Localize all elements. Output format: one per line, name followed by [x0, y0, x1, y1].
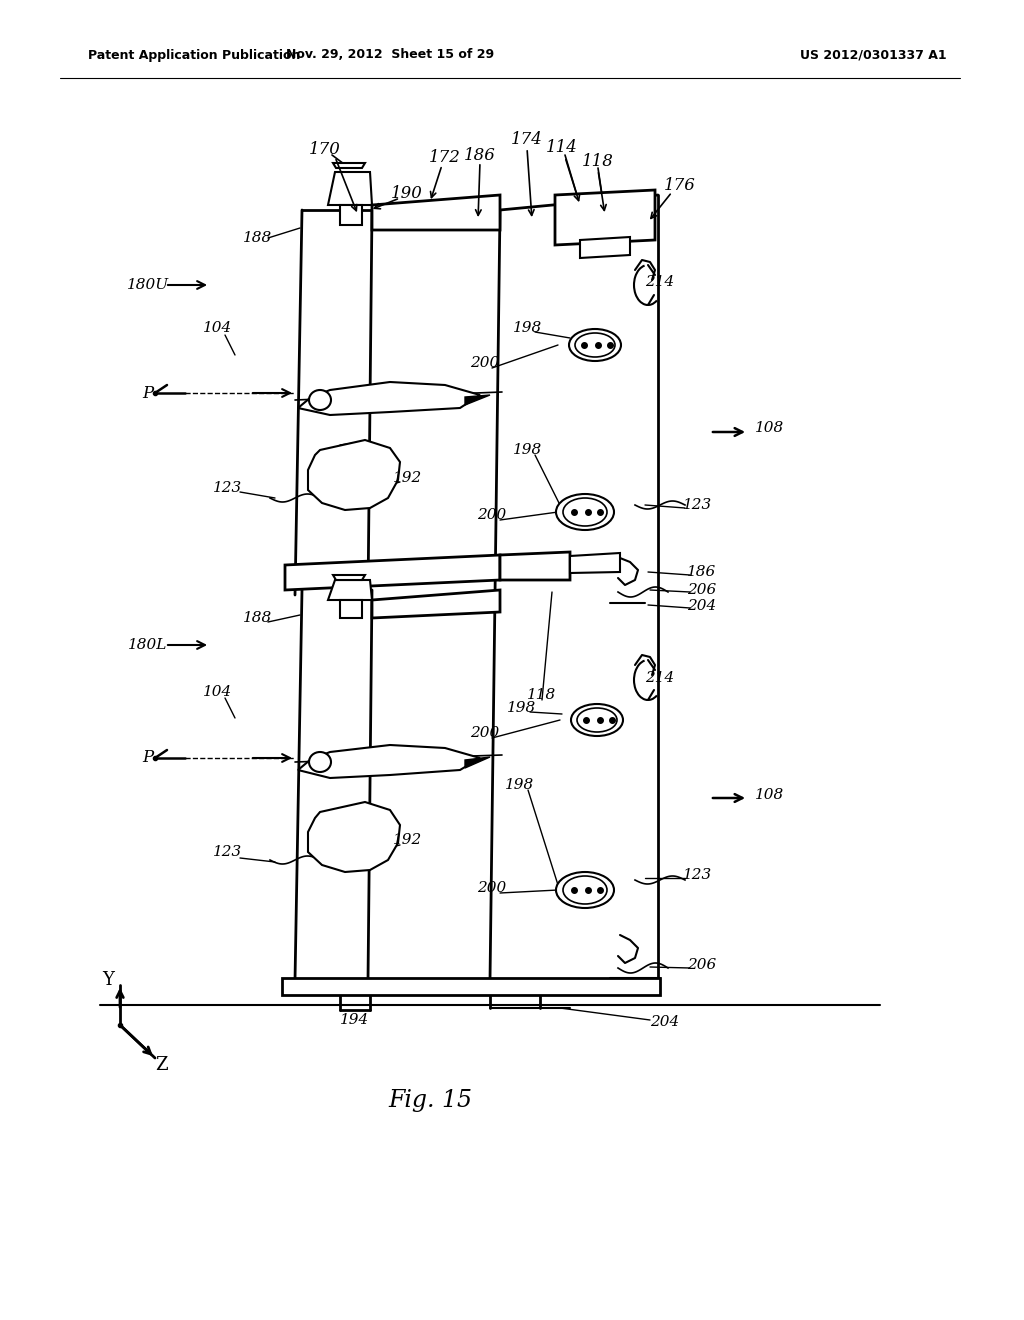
Polygon shape — [333, 576, 365, 579]
Text: Y: Y — [102, 972, 114, 989]
Text: 172: 172 — [429, 149, 461, 166]
Text: 114: 114 — [546, 140, 578, 157]
Text: 123: 123 — [683, 498, 713, 512]
Text: 206: 206 — [687, 958, 717, 972]
Polygon shape — [465, 756, 490, 768]
Text: 176: 176 — [664, 177, 696, 194]
Text: 123: 123 — [213, 845, 243, 859]
Text: 188: 188 — [244, 231, 272, 246]
Text: 198: 198 — [506, 777, 535, 792]
Polygon shape — [285, 554, 500, 590]
Text: 204: 204 — [687, 599, 717, 612]
Text: 200: 200 — [470, 726, 500, 741]
Polygon shape — [372, 590, 500, 618]
Polygon shape — [328, 172, 372, 205]
Text: Patent Application Publication: Patent Application Publication — [88, 49, 300, 62]
Text: 104: 104 — [204, 685, 232, 700]
Text: 108: 108 — [756, 788, 784, 803]
Text: 186: 186 — [687, 565, 717, 579]
Polygon shape — [340, 601, 362, 618]
Text: US 2012/0301337 A1: US 2012/0301337 A1 — [800, 49, 946, 62]
Text: 170: 170 — [309, 141, 341, 158]
Text: 174: 174 — [511, 132, 543, 149]
Ellipse shape — [309, 389, 331, 411]
Text: 198: 198 — [513, 444, 543, 457]
Ellipse shape — [569, 329, 621, 360]
Polygon shape — [465, 395, 490, 405]
Text: 188: 188 — [244, 611, 272, 624]
Polygon shape — [570, 553, 620, 573]
Text: 186: 186 — [464, 147, 496, 164]
Text: 206: 206 — [687, 583, 717, 597]
Text: 198: 198 — [507, 701, 537, 715]
Polygon shape — [555, 190, 655, 246]
Ellipse shape — [571, 704, 623, 737]
Polygon shape — [328, 579, 372, 601]
Text: 192: 192 — [393, 833, 423, 847]
Text: 198: 198 — [513, 321, 543, 335]
Text: 118: 118 — [527, 688, 557, 702]
Text: 192: 192 — [393, 471, 423, 484]
Text: 200: 200 — [477, 508, 507, 521]
Polygon shape — [282, 978, 660, 995]
Text: P: P — [142, 384, 154, 401]
Text: 214: 214 — [645, 671, 675, 685]
Ellipse shape — [556, 873, 614, 908]
Polygon shape — [580, 238, 630, 257]
Polygon shape — [298, 381, 480, 414]
Ellipse shape — [563, 876, 607, 904]
Ellipse shape — [563, 498, 607, 525]
Text: 104: 104 — [204, 321, 232, 335]
Polygon shape — [372, 195, 500, 230]
Polygon shape — [308, 440, 400, 510]
Text: 108: 108 — [756, 421, 784, 436]
Ellipse shape — [575, 333, 615, 356]
Polygon shape — [500, 552, 570, 579]
Ellipse shape — [556, 494, 614, 531]
Text: 123: 123 — [213, 480, 243, 495]
Polygon shape — [340, 205, 362, 224]
Text: 180L: 180L — [128, 638, 168, 652]
Text: 190: 190 — [391, 185, 423, 202]
Text: 180U: 180U — [127, 279, 169, 292]
Text: 200: 200 — [470, 356, 500, 370]
Text: P: P — [142, 750, 154, 767]
Text: 123: 123 — [683, 869, 713, 882]
Text: Nov. 29, 2012  Sheet 15 of 29: Nov. 29, 2012 Sheet 15 of 29 — [286, 49, 494, 62]
Text: Z: Z — [156, 1056, 168, 1074]
Text: 200: 200 — [477, 880, 507, 895]
Text: 118: 118 — [582, 153, 614, 170]
Text: 194: 194 — [340, 1012, 370, 1027]
Ellipse shape — [309, 752, 331, 772]
Polygon shape — [298, 744, 480, 777]
Text: Fig. 15: Fig. 15 — [388, 1089, 472, 1111]
Polygon shape — [308, 803, 400, 873]
Polygon shape — [333, 162, 365, 168]
Text: 214: 214 — [645, 275, 675, 289]
Ellipse shape — [577, 708, 617, 733]
Text: 204: 204 — [650, 1015, 680, 1030]
